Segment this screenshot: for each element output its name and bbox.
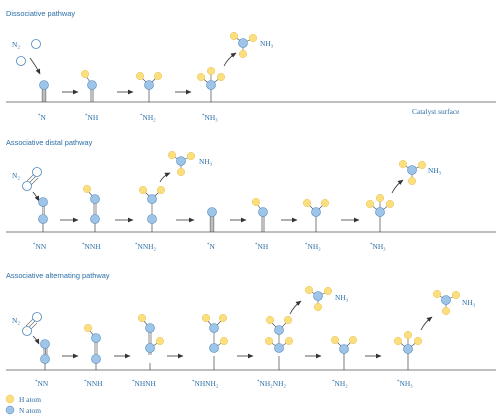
free-NH3 <box>167 150 196 177</box>
species-NH3 <box>393 330 423 370</box>
desorption-arrow <box>159 172 171 183</box>
panel-title: Associative distal pathway <box>6 138 93 147</box>
desorption-arrow <box>223 52 237 67</box>
species-label: *NNH₂ <box>135 242 157 251</box>
n-atom-outline <box>22 326 32 336</box>
panel-title: Associative alternating pathway <box>6 271 110 280</box>
product-label: NH₃ <box>199 157 213 166</box>
adsorption-arrow <box>32 335 40 345</box>
product-label: NH₃ <box>428 166 442 175</box>
free-NH3 <box>304 285 333 312</box>
species-label: *NH₃ <box>397 379 413 388</box>
panel-title: Dissociative pathway <box>6 9 75 18</box>
h-atom-swatch <box>5 394 15 404</box>
species-NHNH <box>137 313 165 370</box>
n-atom-outline <box>32 167 42 177</box>
n-atom-outline <box>16 56 26 66</box>
reactant-label: N₂ <box>12 316 20 325</box>
n-atom-outline <box>32 312 42 322</box>
species-label: *NHNH₂ <box>192 379 219 388</box>
species-NNH <box>83 323 101 370</box>
species-NH3 <box>196 66 226 102</box>
species-label: *NH₃ <box>202 113 218 122</box>
product-label: NH₃ <box>260 39 274 48</box>
legend-n-label: N atom <box>19 406 41 415</box>
product-label: NH₃ <box>462 298 476 307</box>
species-label: *N <box>207 242 216 251</box>
n-atom-swatch <box>5 405 15 415</box>
species-label: *NHNH <box>132 379 157 388</box>
species-NNH2 <box>138 185 166 232</box>
free-NH3 <box>229 31 258 59</box>
desorption-arrow <box>420 316 433 331</box>
legend-h-label: H atom <box>19 395 41 404</box>
species-label: *NH₂ <box>305 242 321 251</box>
free-NH3 <box>398 159 427 186</box>
species-label: *NN <box>33 242 47 251</box>
species-NN <box>40 339 50 370</box>
species-NH2 <box>302 198 330 232</box>
species-NH3 <box>365 193 395 232</box>
species-label: *NN <box>35 379 49 388</box>
species-label: *N <box>38 113 47 122</box>
panel-associative-alternating: Associative alternating pathway N₂ <box>6 271 496 388</box>
product-label: NH₃ <box>335 293 349 302</box>
species-label: *NH₂ <box>332 379 348 388</box>
desorption-arrow <box>289 300 302 315</box>
species-NHNH2 <box>201 313 229 370</box>
species-NH <box>251 197 268 232</box>
species-label: *NNH <box>82 242 101 251</box>
species-NH2NH2 <box>264 315 294 370</box>
reactant-label: N₂ <box>12 171 20 180</box>
free-NH3 <box>432 289 461 316</box>
species-NNH <box>82 184 100 232</box>
reactant-label: N₂ <box>12 40 20 49</box>
species-NH2 <box>330 335 358 370</box>
species-label: *NH₃ <box>370 242 386 251</box>
surface-label: Catalyst surface <box>412 107 460 116</box>
species-label: *NH <box>85 113 99 122</box>
adsorption-arrow <box>32 191 40 202</box>
panel-dissociative: Dissociative pathway Catalyst surface N₂ <box>6 9 496 122</box>
n-atom-outline <box>22 181 32 191</box>
species-NH <box>80 69 97 102</box>
adsorption-arrow <box>29 57 41 75</box>
species-NN <box>38 197 48 232</box>
species-label: *NH₂NH₂ <box>257 379 286 388</box>
species-NH2 <box>135 71 163 102</box>
species-N <box>39 80 49 102</box>
species-label: *NH₂ <box>140 113 156 122</box>
desorption-arrow <box>391 179 404 194</box>
species-label: *NH <box>255 242 269 251</box>
species-N <box>207 207 217 232</box>
panel-associative-distal: Associative distal pathway N₂ <box>6 138 496 251</box>
n-atom-outline <box>31 39 41 49</box>
legend: H atom N atom <box>5 394 41 415</box>
species-label: *NNH <box>84 379 103 388</box>
